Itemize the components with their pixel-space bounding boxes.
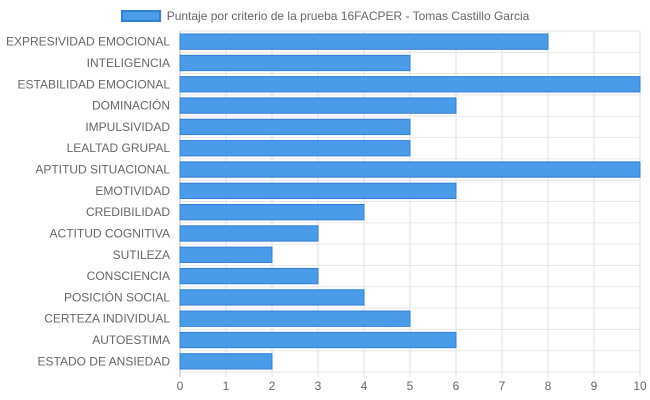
x-tick-label: 7 <box>499 379 506 393</box>
category-label: CREDIBILIDAD <box>86 205 170 219</box>
bar[interactable] <box>179 54 411 72</box>
bar[interactable] <box>179 310 411 327</box>
x-tick-label: 2 <box>269 379 276 393</box>
bar[interactable] <box>179 182 457 200</box>
x-tick-label: 1 <box>223 379 230 393</box>
x-tick-label: 5 <box>407 379 414 393</box>
x-tick-label: 4 <box>361 379 368 393</box>
category-label: ESTABILIDAD EMOCIONAL <box>18 77 171 91</box>
chart-legend[interactable]: Puntaje por criterio de la prueba 16FACP… <box>0 6 650 26</box>
bar[interactable] <box>179 267 319 285</box>
x-tick-label: 10 <box>633 379 647 393</box>
bar[interactable] <box>179 140 411 157</box>
category-label: CONSCIENCIA <box>87 269 170 283</box>
x-tick-label: 3 <box>315 379 322 393</box>
bar[interactable] <box>179 161 641 178</box>
category-label: ACTITUD COGNITIVA <box>50 226 170 240</box>
x-tick-label: 6 <box>453 379 460 393</box>
x-tick-label: 0 <box>177 379 184 393</box>
x-tick-label: 8 <box>545 379 552 393</box>
bar[interactable] <box>179 246 273 263</box>
legend-label: Puntaje por criterio de la prueba 16FACP… <box>166 9 530 23</box>
bar[interactable] <box>179 353 273 370</box>
category-label: ESTADO DE ANSIEDAD <box>38 354 171 368</box>
category-label: IMPULSIVIDAD <box>85 120 170 134</box>
bar[interactable] <box>179 203 365 221</box>
category-label: EMOTIVIDAD <box>95 184 170 198</box>
category-label: LEALTAD GRUPAL <box>67 141 171 155</box>
category-label: AUTOESTIMA <box>92 333 170 347</box>
legend-swatch <box>120 10 161 22</box>
bar[interactable] <box>179 97 457 114</box>
bar[interactable] <box>179 225 319 242</box>
category-label: DOMINACIÓN <box>92 98 170 113</box>
bar[interactable] <box>179 33 549 50</box>
bar[interactable] <box>179 76 641 93</box>
category-label: EXPRESIVIDAD EMOCIONAL <box>6 35 170 49</box>
bar[interactable] <box>179 331 457 349</box>
bar[interactable] <box>179 289 365 306</box>
category-label: INTELIGENCIA <box>87 56 170 70</box>
category-label: CERTEZA INDIVIDUAL <box>44 312 170 326</box>
bar[interactable] <box>179 118 411 136</box>
category-label: POSICIÓN SOCIAL <box>64 289 170 304</box>
category-label: APTITUD SITUACIONAL <box>35 163 170 177</box>
category-label: SUTILEZA <box>113 248 170 262</box>
x-tick-label: 9 <box>591 379 598 393</box>
